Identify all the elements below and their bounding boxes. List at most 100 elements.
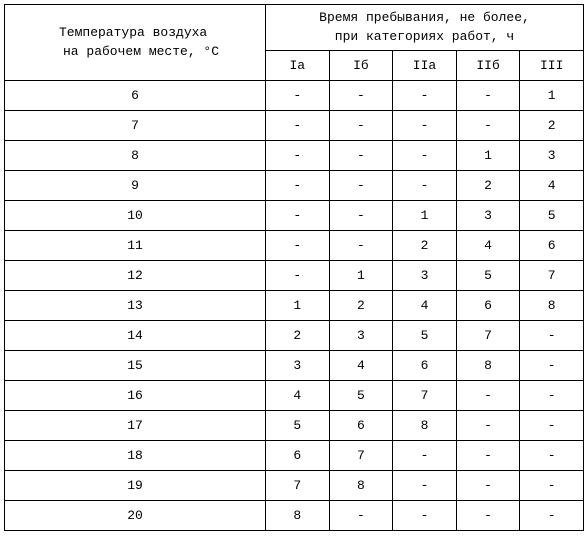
value-cell: 3 (266, 351, 330, 381)
value-cell: - (456, 501, 520, 531)
value-cell: 2 (329, 291, 393, 321)
value-cell: - (329, 501, 393, 531)
value-cell: 4 (520, 171, 584, 201)
value-cell: 7 (329, 441, 393, 471)
category-header-3: IIа (393, 51, 457, 81)
value-cell: - (393, 81, 457, 111)
value-cell: - (266, 261, 330, 291)
table-row: 17568-- (5, 411, 584, 441)
table-row: 208---- (5, 501, 584, 531)
value-cell: 6 (520, 231, 584, 261)
value-cell: 8 (520, 291, 584, 321)
value-cell: 1 (329, 261, 393, 291)
value-cell: - (329, 81, 393, 111)
table-row: 142357- (5, 321, 584, 351)
value-cell: - (393, 471, 457, 501)
value-cell: - (520, 471, 584, 501)
category-header-1: Iа (266, 51, 330, 81)
value-cell: - (456, 441, 520, 471)
header-row-1: Температура воздуха на рабочем месте, °С… (5, 5, 584, 51)
value-cell: - (393, 441, 457, 471)
value-cell: - (266, 201, 330, 231)
value-cell: 6 (393, 351, 457, 381)
value-cell: - (456, 111, 520, 141)
temperature-cell: 10 (5, 201, 266, 231)
table-row: 153468- (5, 351, 584, 381)
temperature-cell: 20 (5, 501, 266, 531)
table-row: 12-1357 (5, 261, 584, 291)
value-cell: 3 (393, 261, 457, 291)
value-cell: 5 (266, 411, 330, 441)
table-row: 10--135 (5, 201, 584, 231)
value-cell: 2 (266, 321, 330, 351)
value-cell: - (266, 81, 330, 111)
value-cell: - (266, 141, 330, 171)
value-cell: - (520, 351, 584, 381)
value-cell: 4 (456, 231, 520, 261)
table-row: 9---24 (5, 171, 584, 201)
value-cell: - (329, 111, 393, 141)
header-right-line1: Время пребывания, не более, (319, 10, 530, 25)
header-temperature: Температура воздуха на рабочем месте, °С (5, 5, 266, 81)
temperature-cell: 9 (5, 171, 266, 201)
value-cell: - (266, 231, 330, 261)
value-cell: 5 (520, 201, 584, 231)
value-cell: - (266, 111, 330, 141)
value-cell: 2 (520, 111, 584, 141)
value-cell: 2 (456, 171, 520, 201)
value-cell: 1 (266, 291, 330, 321)
header-right-line2: при категориях работ, ч (335, 29, 514, 44)
temperature-cell: 13 (5, 291, 266, 321)
value-cell: - (329, 141, 393, 171)
value-cell: 4 (266, 381, 330, 411)
temperature-cell: 12 (5, 261, 266, 291)
value-cell: 7 (456, 321, 520, 351)
table-row: 8---13 (5, 141, 584, 171)
value-cell: - (329, 231, 393, 261)
value-cell: 6 (456, 291, 520, 321)
temperature-cell: 15 (5, 351, 266, 381)
value-cell: - (266, 171, 330, 201)
table-row: 1978--- (5, 471, 584, 501)
value-cell: - (456, 381, 520, 411)
header-categories-group: Время пребывания, не более, при категори… (266, 5, 584, 51)
category-header-2: Iб (329, 51, 393, 81)
table-row: 1867--- (5, 441, 584, 471)
temperature-cell: 16 (5, 381, 266, 411)
temperature-cell: 14 (5, 321, 266, 351)
value-cell: 6 (329, 411, 393, 441)
value-cell: - (456, 81, 520, 111)
table-row: 11--246 (5, 231, 584, 261)
exposure-time-table: Температура воздуха на рабочем месте, °С… (4, 4, 584, 531)
header-left-line1: Температура воздуха (31, 24, 245, 42)
temperature-cell: 11 (5, 231, 266, 261)
value-cell: - (520, 321, 584, 351)
value-cell: 4 (329, 351, 393, 381)
temperature-cell: 7 (5, 111, 266, 141)
temperature-cell: 19 (5, 471, 266, 501)
temperature-cell: 6 (5, 81, 266, 111)
value-cell: 3 (520, 141, 584, 171)
temperature-cell: 18 (5, 441, 266, 471)
value-cell: 7 (393, 381, 457, 411)
value-cell: - (393, 111, 457, 141)
value-cell: - (520, 501, 584, 531)
value-cell: 5 (456, 261, 520, 291)
value-cell: 7 (266, 471, 330, 501)
value-cell: 1 (456, 141, 520, 171)
value-cell: 4 (393, 291, 457, 321)
value-cell: 5 (393, 321, 457, 351)
value-cell: 2 (393, 231, 457, 261)
value-cell: - (456, 411, 520, 441)
temperature-cell: 8 (5, 141, 266, 171)
value-cell: 1 (393, 201, 457, 231)
value-cell: - (456, 471, 520, 501)
value-cell: - (393, 501, 457, 531)
value-cell: 1 (520, 81, 584, 111)
temperature-cell: 17 (5, 411, 266, 441)
value-cell: 8 (266, 501, 330, 531)
value-cell: - (520, 441, 584, 471)
value-cell: - (329, 171, 393, 201)
category-header-4: IIб (456, 51, 520, 81)
table-row: 7----2 (5, 111, 584, 141)
